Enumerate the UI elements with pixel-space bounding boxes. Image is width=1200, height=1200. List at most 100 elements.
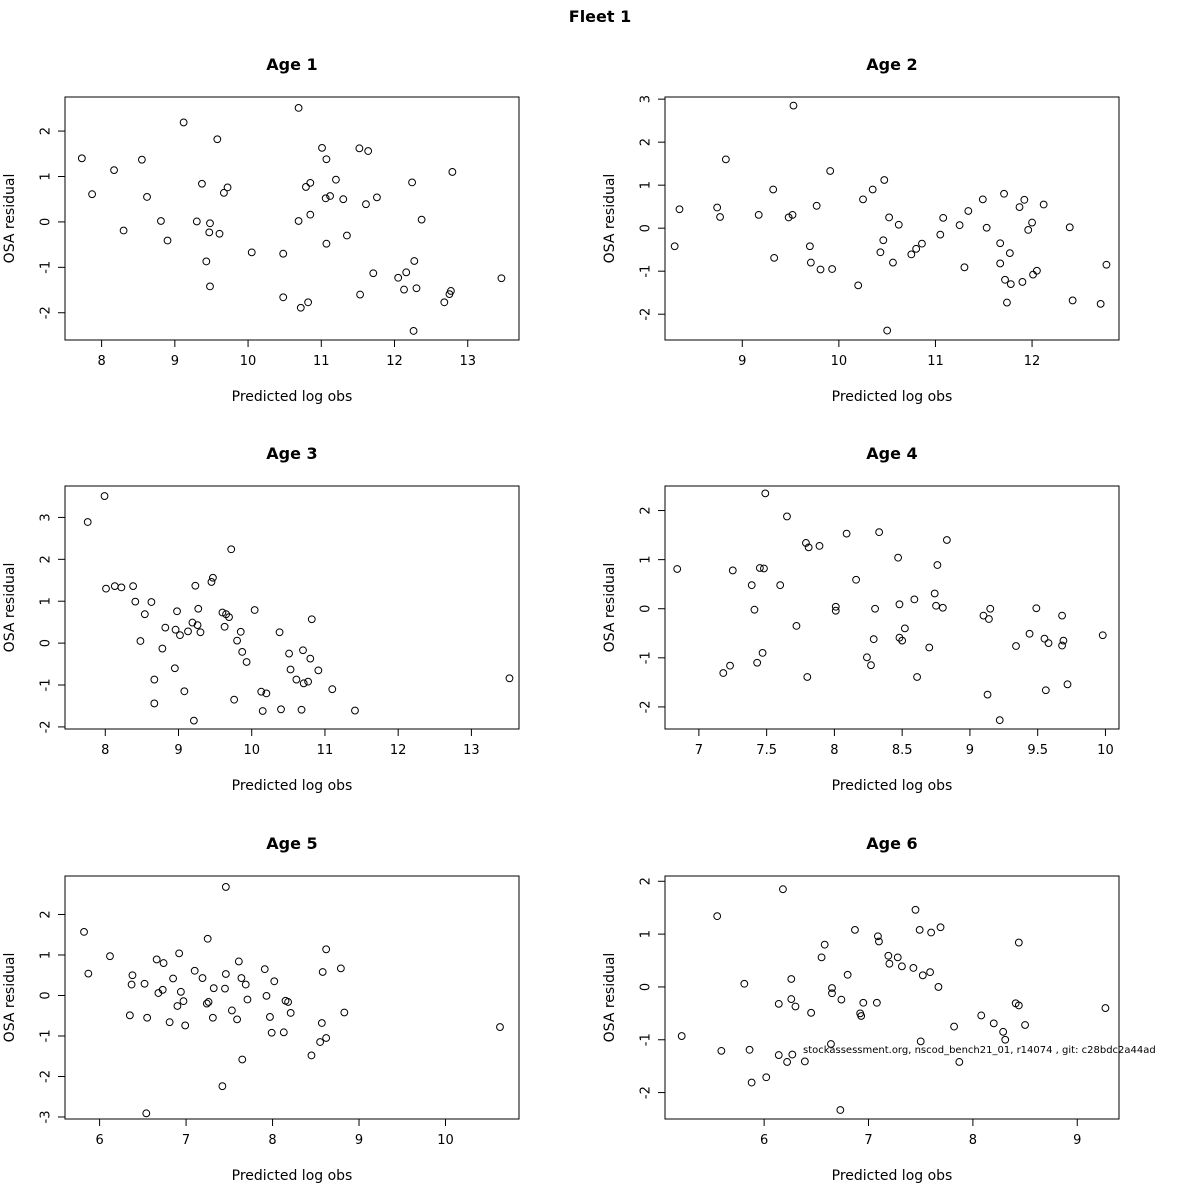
data-point [1012, 642, 1020, 650]
data-point [913, 673, 921, 681]
data-point [750, 605, 759, 614]
y-axis-label: OSA residual [2, 174, 18, 264]
data-point [938, 603, 947, 612]
data-point [769, 185, 778, 194]
data-point [137, 155, 146, 164]
data-point [1058, 641, 1066, 650]
data-point [713, 203, 722, 212]
data-point [1096, 299, 1105, 308]
data-point [131, 597, 140, 606]
x-tick-label: 12 [1024, 354, 1041, 369]
data-point [351, 706, 359, 715]
data-point [915, 925, 924, 934]
data-point [1039, 200, 1048, 209]
x-tick-label: 12 [386, 354, 403, 369]
x-tick-label: 8 [101, 743, 109, 758]
y-tick-label: 3 [639, 95, 654, 103]
data-point [806, 258, 815, 267]
data-point [314, 666, 323, 675]
data-point [299, 646, 307, 655]
data-point [867, 661, 875, 670]
data-point [1065, 223, 1074, 232]
data-point [1006, 280, 1015, 288]
data-point [826, 167, 835, 175]
data-point [807, 1008, 816, 1017]
data-point [307, 615, 316, 624]
data-point [307, 1051, 316, 1060]
data-point [670, 242, 679, 251]
data-point [1098, 631, 1107, 640]
scatter-points [673, 489, 1107, 725]
data-point [181, 1021, 190, 1030]
data-point [317, 1019, 326, 1027]
x-tick-label: 10 [831, 354, 848, 369]
y-tick-label: 0 [639, 224, 654, 232]
data-point [982, 223, 991, 232]
data-point [934, 983, 943, 991]
y-tick-label: -1 [39, 1029, 54, 1042]
data-point [161, 623, 170, 632]
data-point [208, 1013, 217, 1022]
x-tick-label: 9 [171, 354, 179, 369]
data-point [907, 250, 916, 259]
data-point [257, 687, 266, 696]
data-point [176, 987, 185, 996]
data-point [191, 581, 200, 590]
data-point [753, 658, 762, 667]
data-point [243, 995, 252, 1004]
data-point [789, 101, 798, 110]
data-point [266, 1013, 274, 1021]
y-tick-label: -2 [39, 720, 54, 733]
data-point [364, 147, 373, 155]
x-tick-label: 8 [969, 1133, 977, 1148]
data-point [158, 985, 167, 994]
x-tick-label: 7 [182, 1133, 190, 1148]
data-point [1005, 249, 1014, 258]
data-point [918, 239, 926, 248]
data-point [203, 934, 212, 943]
data-point [955, 221, 964, 230]
data-point [207, 578, 216, 586]
x-tick-label: 13 [459, 354, 476, 369]
y-axis: -2 -1 0 1 2 [639, 506, 666, 713]
x-tick-label: 11 [927, 354, 944, 369]
panel-age-6: Age 6 6 7 8 9 -2 -1 0 1 2 Predicted log obs OSA res… [602, 834, 1120, 1184]
data-point [213, 135, 222, 144]
x-axis-label: Predicted log obs [832, 389, 953, 405]
data-point [859, 998, 868, 1007]
data-point [220, 622, 229, 631]
data-point [828, 989, 836, 998]
data-point [784, 213, 793, 222]
y-tick-label: -3 [39, 1110, 54, 1123]
scatter-points [77, 104, 506, 335]
data-point [1068, 296, 1077, 305]
y-tick-label: -2 [39, 306, 54, 319]
data-point [237, 974, 246, 982]
data-point [294, 217, 303, 225]
data-point [842, 529, 851, 538]
data-point [275, 628, 284, 637]
data-point [175, 949, 184, 958]
data-point [306, 654, 315, 663]
y-tick-label: 0 [639, 983, 654, 991]
data-point [955, 1058, 964, 1066]
data-point [88, 190, 96, 199]
data-point [192, 217, 201, 226]
y-axis: -2 -1 0 1 2 3 [639, 95, 666, 321]
y-tick-label: -2 [639, 308, 654, 321]
data-point [964, 207, 973, 215]
data-point [322, 1034, 331, 1042]
data-point [150, 675, 159, 684]
data-point [1028, 218, 1036, 227]
x-tick-label: 6 [760, 1133, 768, 1148]
data-point [770, 253, 779, 262]
x-tick-label: 9 [966, 743, 974, 758]
data-point [440, 298, 449, 307]
data-point [205, 228, 214, 237]
data-point [100, 492, 109, 500]
data-point [740, 979, 749, 988]
data-point [983, 690, 992, 699]
